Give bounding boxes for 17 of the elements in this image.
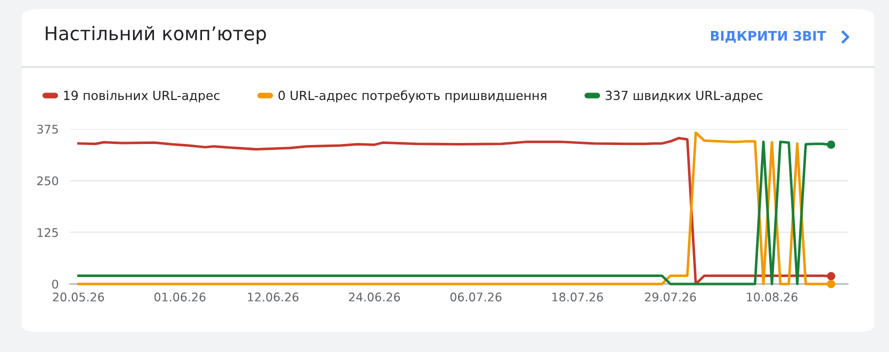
x-tick-label: 10.08.26	[746, 292, 798, 302]
legend-label: 19 повільних URL-адрес	[64, 90, 220, 103]
text: ВІДКРИТИ ЗВІТ	[711, 30, 826, 43]
x-tick-label: 29.07.26	[644, 292, 696, 302]
x-tick-label: 18.07.26	[552, 292, 603, 302]
y-tick-label: 125	[38, 228, 58, 237]
x-tick-label: 12.06.26	[248, 292, 298, 302]
x-tick-label: 01.06.26	[154, 292, 206, 302]
chart-title: Настільний комп’ютер	[46, 26, 266, 44]
legend-label: 337 швидких URL-адрес	[606, 90, 762, 103]
x-tick-label: 20.05.26	[53, 292, 104, 302]
x-tick-label: 24.06.26	[349, 292, 400, 302]
legend-label: 0 URL-адрес потребують пришвидшення	[278, 90, 546, 103]
y-tick-label: 250	[37, 176, 58, 186]
x-tick-label: 06.07.26	[450, 292, 502, 302]
y-tick-label: 0	[52, 280, 58, 289]
y-tick-label: 375	[37, 124, 58, 134]
